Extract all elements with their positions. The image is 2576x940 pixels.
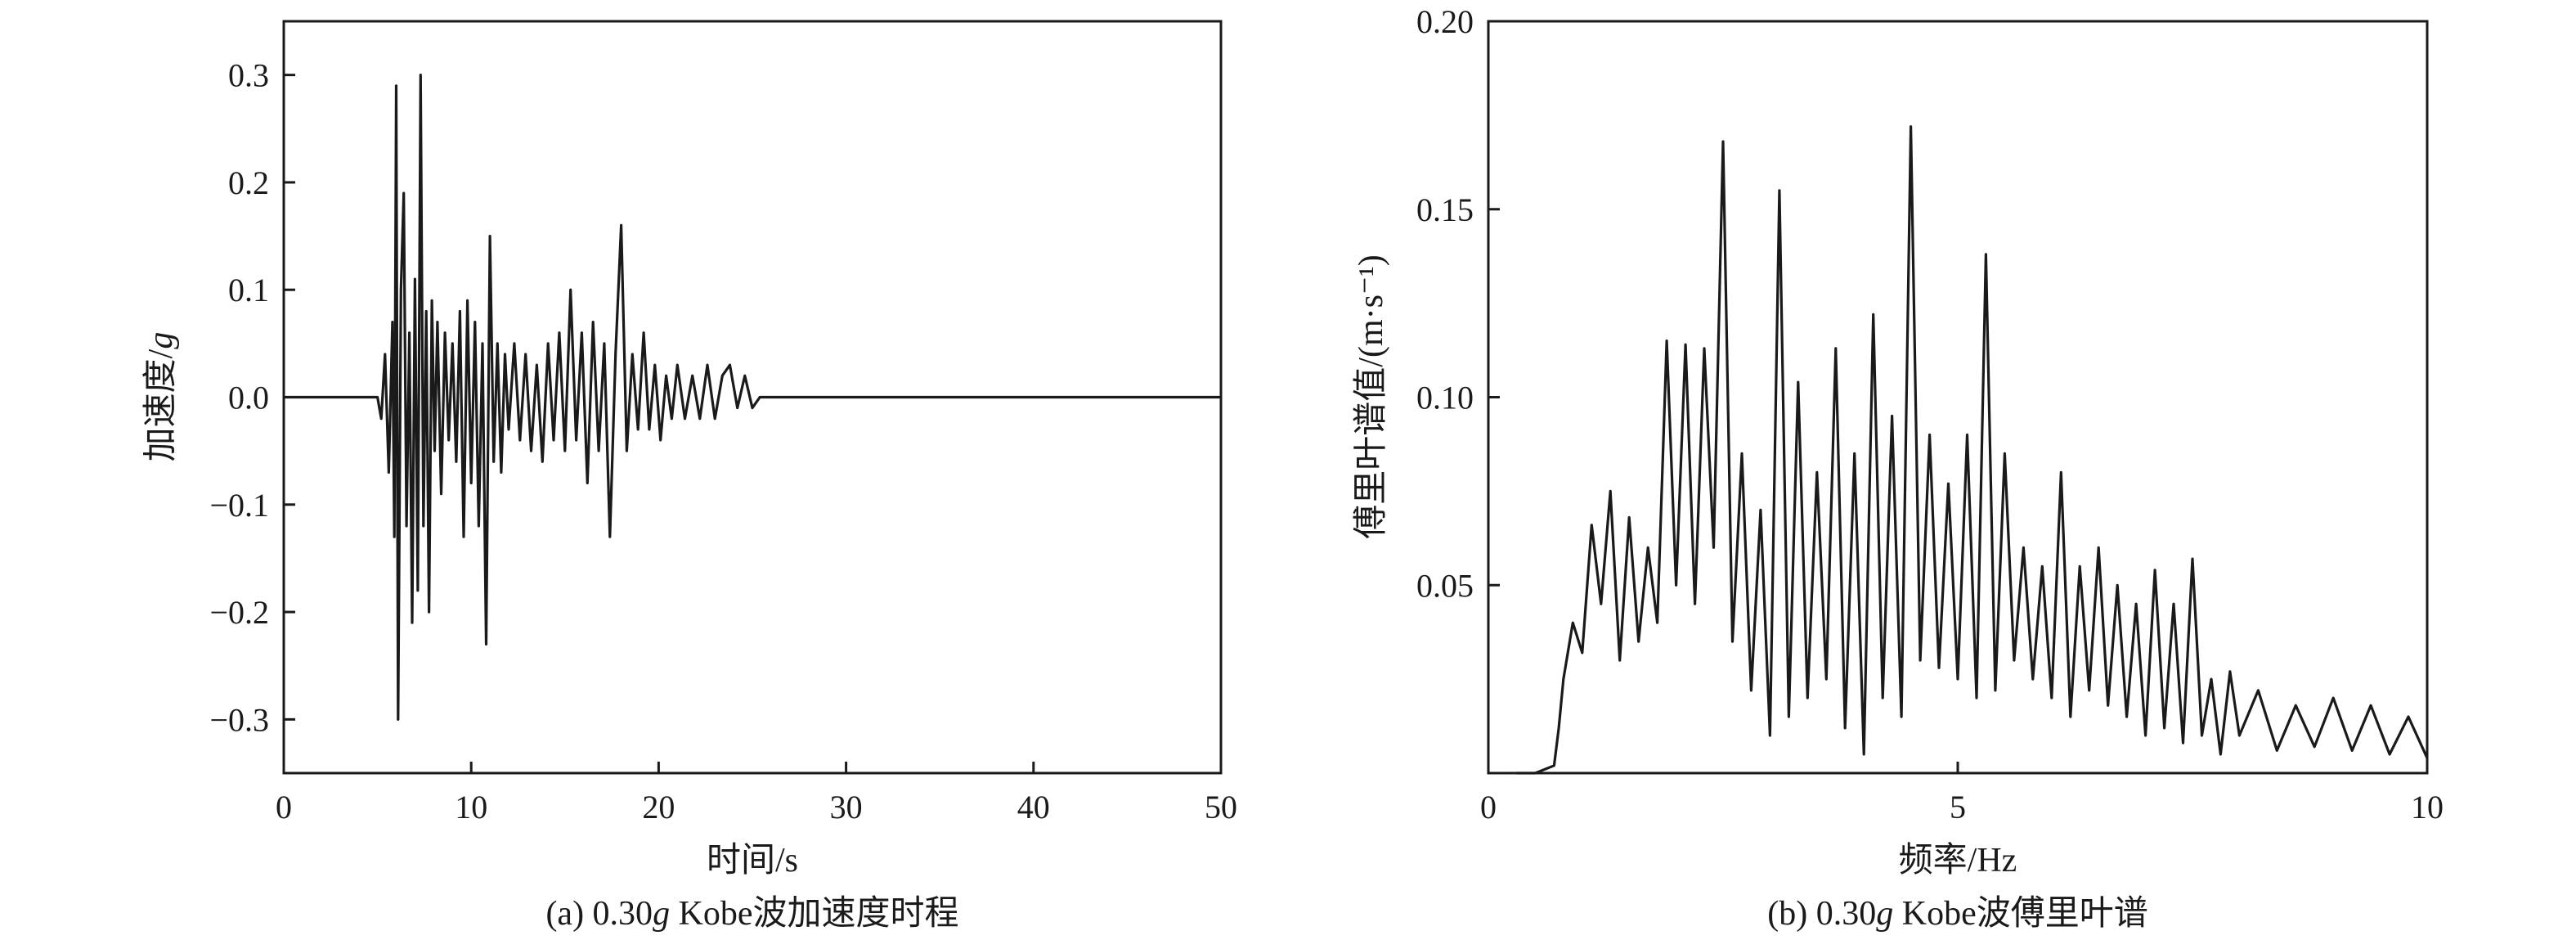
panel-a-series-line bbox=[284, 74, 1221, 721]
panel-a-y-tick-label: 0.2 bbox=[228, 164, 269, 201]
panel-a-x-tick-label: 40 bbox=[1017, 789, 1050, 825]
panel-b-caption-suffix: Kobe波傅里叶谱 bbox=[1893, 895, 2147, 933]
panel-a-y-tick-label: 0.0 bbox=[228, 380, 269, 416]
panel-b-caption: (b) 0.30g Kobe波傅里叶谱 bbox=[1767, 895, 2147, 933]
panel-b-x-tick-label: 0 bbox=[1480, 789, 1497, 825]
panel-a-caption-g: g bbox=[653, 895, 670, 933]
panel-a-x-tick-label: 20 bbox=[642, 789, 675, 825]
panel-b-y-tick-label: 0.05 bbox=[1416, 567, 1474, 604]
panel-b-y-tick-label: 0.15 bbox=[1416, 191, 1474, 228]
panel-a-y-axis-label-text: 加速度/ bbox=[142, 349, 180, 461]
panel-b-fourier-chart: 0 5 10 0.05 0.10 0.15 0.20 频率/Hz 傅里叶谱值/(m·s⁻¹)… bbox=[1353, 3, 2444, 933]
panel-a-caption-prefix: (a) 0.30 bbox=[545, 895, 653, 933]
panel-a-x-tick-label: 30 bbox=[830, 789, 863, 825]
panel-a-x-tick-label: 50 bbox=[1205, 789, 1237, 825]
panel-a-y-tick-label: 0.3 bbox=[228, 57, 269, 94]
panel-a-y-axis-label-unit: g bbox=[142, 332, 180, 349]
panel-a-x-tick-label: 0 bbox=[276, 789, 292, 825]
panel-b-x-tick-label: 5 bbox=[1950, 789, 1966, 825]
panel-b-x-axis-label: 频率/Hz bbox=[1899, 841, 2017, 879]
panel-b-ticks: 0 5 10 0.05 0.10 0.15 0.20 bbox=[1416, 3, 2444, 825]
panel-a-acceleration-chart: 0 10 20 30 40 50 −0.3 −0.2 −0.1 0.0 0.1 0.2 0.3 时间/s… bbox=[142, 20, 1237, 933]
panel-b-y-axis-label: 傅里叶谱值/(m·s⁻¹) bbox=[1353, 254, 1390, 538]
panel-a-caption: (a) 0.30g Kobe波加速度时程 bbox=[545, 895, 958, 933]
panel-b-series-line bbox=[1516, 125, 2429, 775]
panel-a-ticks: 0 10 20 30 40 50 −0.3 −0.2 −0.1 0.0 0.1 0.2 0.3 bbox=[209, 57, 1237, 825]
panel-b-x-tick-label: 10 bbox=[2411, 789, 2444, 825]
panel-a-x-tick-label: 10 bbox=[455, 789, 487, 825]
panel-a-caption-suffix: Kobe波加速度时程 bbox=[670, 895, 958, 933]
panel-b-y-tick-label: 0.20 bbox=[1416, 3, 1474, 40]
panel-a-y-axis-label: 加速度/g bbox=[142, 332, 180, 462]
panel-a-y-tick-label: −0.2 bbox=[209, 594, 269, 631]
panel-a-x-axis-label: 时间/s bbox=[707, 842, 798, 879]
panel-b-caption-g: g bbox=[1876, 895, 1893, 933]
panel-a-y-tick-label: 0.1 bbox=[228, 272, 269, 308]
panel-a-y-tick-label: −0.3 bbox=[209, 701, 269, 738]
panel-a-y-tick-label: −0.1 bbox=[209, 487, 269, 524]
panel-b-caption-prefix: (b) 0.30 bbox=[1767, 895, 1876, 933]
panel-b-y-tick-label: 0.10 bbox=[1416, 380, 1474, 416]
